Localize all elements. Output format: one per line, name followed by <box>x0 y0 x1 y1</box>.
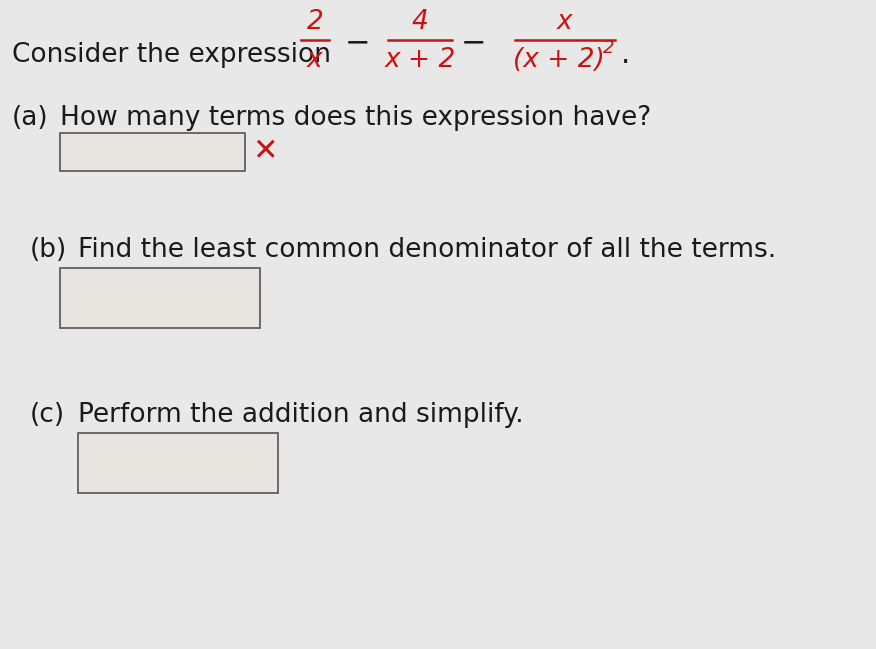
Text: Consider the expression: Consider the expression <box>12 42 331 68</box>
Text: −: − <box>462 29 487 58</box>
FancyBboxPatch shape <box>78 433 278 493</box>
Text: (c): (c) <box>30 402 65 428</box>
Text: 2: 2 <box>307 9 323 35</box>
Text: .: . <box>620 41 630 69</box>
Text: −: − <box>345 29 371 58</box>
FancyBboxPatch shape <box>60 133 245 171</box>
Text: 2: 2 <box>604 39 615 57</box>
Text: Find the least common denominator of all the terms.: Find the least common denominator of all… <box>78 237 776 263</box>
Text: x + 2: x + 2 <box>385 47 456 73</box>
Text: x: x <box>557 9 573 35</box>
Text: 4: 4 <box>412 9 428 35</box>
Text: ✕: ✕ <box>252 138 278 167</box>
Text: x: x <box>307 47 323 73</box>
FancyBboxPatch shape <box>60 268 260 328</box>
Text: How many terms does this expression have?: How many terms does this expression have… <box>60 105 651 131</box>
Text: Perform the addition and simplify.: Perform the addition and simplify. <box>78 402 524 428</box>
Text: (a): (a) <box>12 105 49 131</box>
Text: (b): (b) <box>30 237 67 263</box>
Text: (x + 2): (x + 2) <box>513 47 604 73</box>
